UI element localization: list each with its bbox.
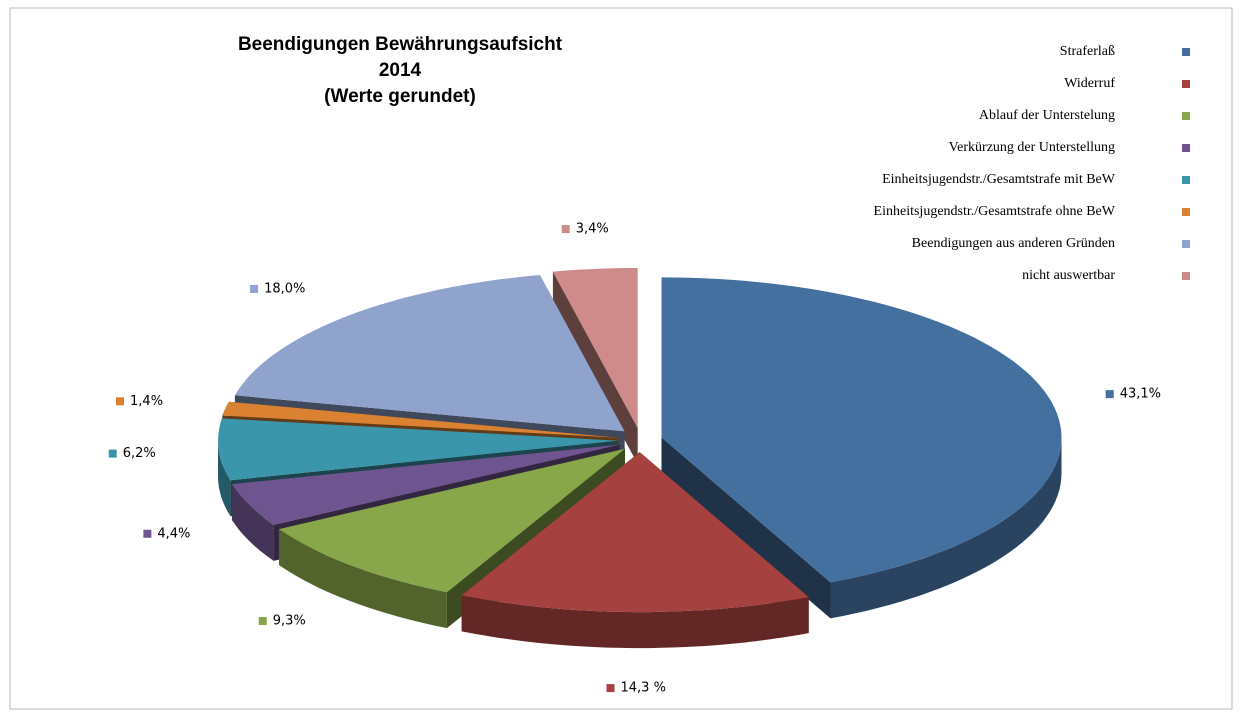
data-label: 6,2% [123, 446, 156, 461]
legend-label: Einheitsjugendstr./Gesamtstrafe ohne BeW [874, 204, 1116, 219]
label-swatch [606, 684, 615, 693]
legend-swatch [1182, 272, 1190, 280]
legend-swatch [1182, 240, 1190, 248]
label-swatch [561, 225, 570, 234]
data-label: 4,4% [157, 526, 190, 541]
legend-swatch [1182, 144, 1190, 152]
slice-side [830, 437, 1062, 619]
chart-title: Beendigungen Bewährungsaufsicht [238, 34, 563, 55]
legend-label: Einheitsjugendstr./Gesamtstrafe mit BeW [882, 172, 1116, 187]
pie-slice [232, 444, 620, 525]
slice-wall [661, 437, 831, 619]
data-label: 18,0% [264, 281, 305, 296]
slice-wall [552, 271, 638, 464]
data-label: 9,3% [273, 613, 306, 628]
legend-label: Widerruf [1064, 76, 1115, 91]
label-swatch [1105, 390, 1114, 399]
chart-title: 2014 [379, 60, 422, 81]
legend-swatch [1182, 48, 1190, 56]
pie-slice [218, 418, 618, 481]
legend-swatch [1182, 112, 1190, 120]
slice-side [279, 529, 447, 629]
legend-swatch [1182, 208, 1190, 216]
data-label: 1,4% [130, 394, 163, 409]
data-label: 43,1% [1120, 387, 1161, 402]
slice-side [232, 484, 274, 561]
legend-swatch [1182, 80, 1190, 88]
pie-slice [461, 452, 809, 613]
data-label: 3,4% [576, 222, 609, 237]
pie-slice [661, 277, 1062, 583]
legend-label: Straferlaß [1060, 44, 1115, 59]
label-swatch [250, 284, 259, 293]
pie-slice [279, 448, 625, 593]
legend-label: Verkürzung der Unterstellung [949, 140, 1115, 155]
label-swatch [258, 616, 267, 625]
legend-label: Beendigungen aus anderen Gründen [912, 236, 1115, 251]
legend-label: nicht auswertbar [1022, 268, 1115, 283]
data-label: 14,3 % [621, 681, 666, 696]
slice-side [218, 440, 231, 517]
slice-side [461, 595, 809, 649]
label-swatch [143, 529, 152, 538]
chart-title: (Werte gerundet) [324, 86, 476, 107]
pie-slice [234, 275, 625, 432]
pie-slice [552, 268, 638, 428]
legend-label: Ablauf der Unterstelung [979, 108, 1115, 123]
label-swatch [116, 397, 125, 406]
pie-slice [222, 401, 619, 438]
legend-swatch [1182, 176, 1190, 184]
label-swatch [108, 449, 117, 458]
